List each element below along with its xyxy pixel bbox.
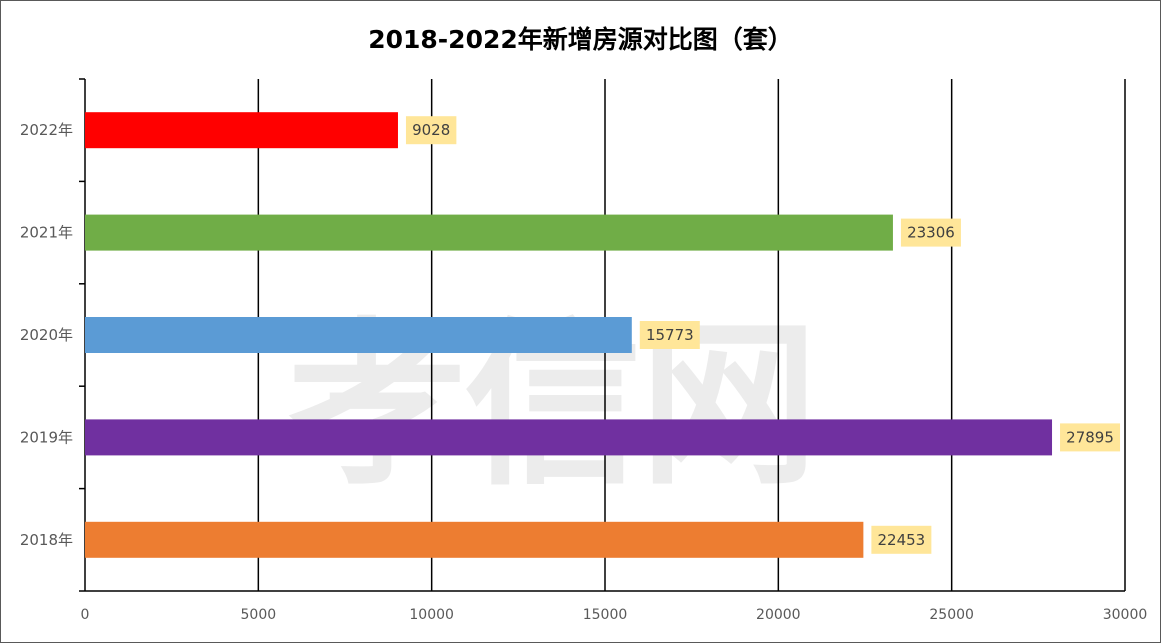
- data-label-box: [900, 218, 961, 247]
- bar: [85, 419, 1053, 456]
- data-label: 15773: [646, 326, 694, 344]
- data-label: 23306: [907, 224, 955, 242]
- y-tick-label: 2020年: [20, 326, 73, 344]
- data-label-box: [1060, 423, 1121, 452]
- bar: [85, 521, 864, 558]
- data-label-box: [639, 321, 700, 349]
- x-tick-label: 30000: [1103, 607, 1148, 623]
- data-label-box: [871, 525, 932, 554]
- bar: [85, 317, 632, 353]
- x-tick-label: 10000: [409, 607, 454, 623]
- x-tick-label: 0: [81, 607, 90, 623]
- bar: [85, 214, 893, 251]
- chart-title: 2018-2022年新增房源对比图（套）: [368, 25, 793, 54]
- data-label-box: [405, 116, 457, 145]
- y-tick-label: 2021年: [20, 224, 73, 242]
- x-tick-label: 15000: [583, 607, 628, 623]
- x-tick-label: 25000: [929, 607, 974, 623]
- y-tick-label: 2019年: [20, 428, 73, 446]
- data-label: 22453: [878, 531, 926, 549]
- x-tick-label: 20000: [756, 607, 801, 623]
- y-tick-label: 2022年: [20, 121, 73, 139]
- bar: [85, 112, 398, 149]
- y-tick-label: 2018年: [20, 531, 73, 549]
- data-label: 27895: [1066, 428, 1114, 446]
- data-label: 9028: [412, 121, 450, 139]
- x-tick-label: 5000: [241, 607, 277, 623]
